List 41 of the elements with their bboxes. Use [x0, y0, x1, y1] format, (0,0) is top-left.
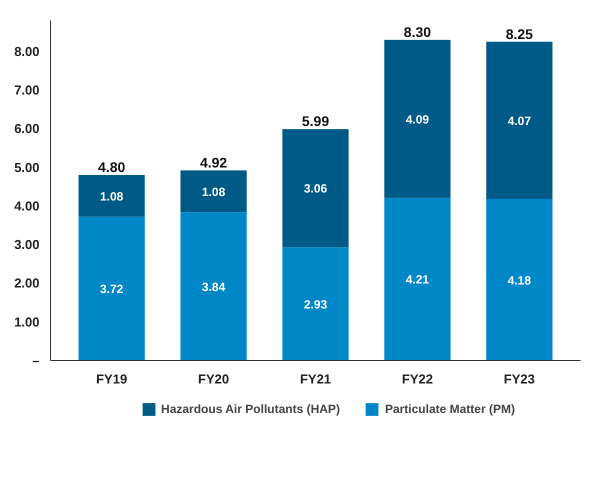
x-tick-label: FY21 — [300, 372, 332, 386]
data-label: 4.07 — [508, 114, 532, 128]
total-label: 8.30 — [404, 24, 432, 40]
bar — [78, 216, 145, 360]
legend-label: Hazardous Air Pollutants (HAP) — [161, 401, 340, 417]
data-label: 4.09 — [406, 112, 430, 126]
y-tick-label: – — [32, 353, 40, 368]
bar — [282, 129, 349, 248]
x-tick-label: FY19 — [96, 372, 128, 386]
y-tick-label: 6.00 — [14, 121, 40, 136]
bar — [180, 212, 247, 360]
data-label: 3.84 — [202, 280, 226, 294]
total-label: 8.25 — [506, 26, 534, 42]
x-tick-label: FY20 — [198, 372, 230, 386]
bar — [486, 199, 552, 360]
data-label: 4.21 — [406, 272, 430, 287]
bar — [384, 40, 451, 198]
data-label: 1.08 — [100, 189, 124, 204]
x-tick-label: FY22 — [402, 372, 433, 386]
y-tick-label: 1.00 — [14, 314, 40, 330]
y-tick-label: 4.00 — [14, 198, 40, 214]
bar — [78, 175, 145, 217]
y-tick-label: 7.00 — [14, 82, 40, 98]
bar — [180, 170, 247, 212]
y-tick-label: 5.00 — [14, 160, 40, 175]
y-tick-label: 3.00 — [14, 237, 40, 252]
bar — [282, 247, 349, 360]
data-label: 3.72 — [100, 282, 124, 296]
bar — [384, 198, 451, 360]
bar — [486, 42, 552, 199]
total-label: 5.99 — [302, 113, 330, 130]
data-label: 4.18 — [508, 273, 532, 288]
data-label: 2.93 — [304, 297, 328, 312]
y-tick-label: 8.00 — [14, 44, 40, 59]
y-tick-label: 2.00 — [14, 276, 40, 291]
data-label: 3.06 — [304, 182, 328, 196]
x-tick-label: FY23 — [504, 372, 535, 386]
data-label: 1.08 — [202, 184, 226, 199]
legend-label: Particulate Matter (PM) — [384, 401, 515, 417]
total-label: 4.92 — [200, 154, 228, 170]
total-label: 4.80 — [98, 159, 126, 176]
